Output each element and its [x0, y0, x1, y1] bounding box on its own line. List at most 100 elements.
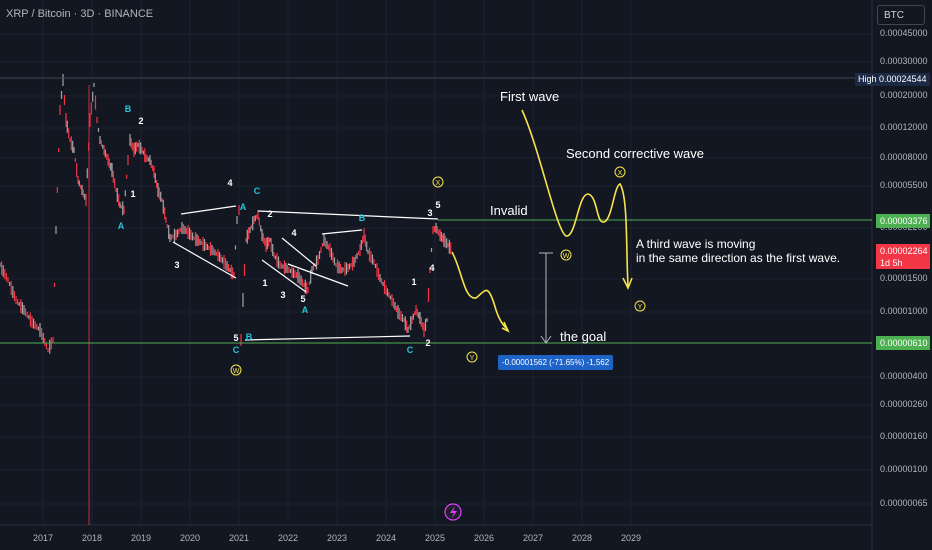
symbol-title[interactable]: XRP / Bitcoin · 3D · BINANCE: [6, 8, 154, 20]
lightning-glyph: [450, 506, 457, 519]
time-tick-label: 2019: [131, 533, 152, 543]
wave-label: B: [359, 213, 366, 223]
time-tick-label: 2029: [621, 533, 642, 543]
price-tick-label: 0.00020000: [880, 90, 928, 100]
circled-text: W: [233, 368, 240, 375]
wave-label: 2: [138, 116, 143, 126]
wave-label: 5: [300, 294, 305, 304]
high-label: High: [855, 73, 880, 86]
price-tick-label: 0.00000065: [880, 498, 928, 508]
price-tick-label: 0.00000260: [880, 399, 928, 409]
price-tick-label: 0.00000160: [880, 431, 928, 441]
circle-mark: [560, 249, 572, 261]
countdown-tag: 1d 5h: [876, 257, 930, 269]
time-tick-label: 2025: [425, 533, 446, 543]
wave-label: A: [302, 305, 309, 315]
trend-line: [244, 335, 411, 341]
candles: [0, 74, 452, 525]
circle-mark: [230, 364, 242, 376]
wave-label: 2: [425, 338, 430, 348]
price-tick-label: 0.00012000: [880, 122, 928, 132]
trend-line: [261, 259, 307, 293]
invalid-level-tag: 0.00003376: [876, 214, 930, 228]
wave-label: C: [407, 345, 414, 355]
circled-wave-label: X: [432, 176, 444, 188]
wave-label: A: [240, 202, 247, 212]
price-tick-label: 0.00001000: [880, 306, 928, 316]
wave-label: 4: [291, 228, 296, 238]
trend-line: [180, 205, 237, 215]
price-tick-label: 0.00000100: [880, 464, 928, 474]
trend-line: [257, 210, 439, 220]
circle-mark: [466, 351, 478, 363]
circled-text: X: [436, 180, 441, 187]
wave-label: 1: [262, 278, 267, 288]
time-tick-label: 2021: [229, 533, 250, 543]
wave-label: 4: [429, 263, 434, 273]
price-tick-label: 0.00005500: [880, 180, 928, 190]
wave-path: [521, 109, 629, 287]
wave-label: 1: [411, 277, 416, 287]
wave-label: 2: [267, 209, 272, 219]
goal-note: the goal: [560, 329, 607, 344]
wave-label: A: [118, 221, 125, 231]
lightning-icon: [444, 503, 462, 521]
trend-line: [321, 229, 363, 235]
time-tick-label: 2026: [474, 533, 495, 543]
wave-label: B: [246, 332, 253, 342]
time-tick-label: 2020: [180, 533, 201, 543]
time-tick-label: 2027: [523, 533, 544, 543]
high-value: 0.00024544: [876, 73, 930, 86]
trend-line: [172, 241, 237, 279]
wave-label: B: [125, 104, 132, 114]
grid-lines: [0, 0, 873, 550]
price-tick-label: 0.00000400: [880, 371, 928, 381]
price-tick-label: 0.00045000: [880, 28, 928, 38]
time-tick-label: 2028: [572, 533, 593, 543]
time-tick-label: 2023: [327, 533, 348, 543]
projection-arrowhead: [501, 321, 510, 333]
circled-wave-label: W: [230, 364, 242, 376]
price-tick-label: 0.00008000: [880, 152, 928, 162]
measure-arrow: [540, 335, 552, 344]
circled-text: X: [618, 170, 623, 177]
circled-wave-label: W: [560, 249, 572, 261]
measure-box[interactable]: -0.00001562 (-71.65%) -1,562: [498, 355, 614, 370]
circle-mark: [614, 166, 626, 178]
wave-label: C: [233, 345, 240, 355]
circle-mark: [634, 300, 646, 312]
wave-label: C: [254, 186, 261, 196]
invalid-note: Invalid: [490, 203, 528, 218]
wave-label: 3: [174, 260, 179, 270]
currency-button[interactable]: BTC: [877, 5, 925, 25]
circled-text: W: [563, 253, 570, 260]
price-tick-label: 0.00030000: [880, 56, 928, 66]
wave-label: 1: [130, 189, 135, 199]
wave-arrowhead: [622, 277, 633, 290]
first-wave-note: First wave: [500, 89, 560, 104]
circle-mark: [432, 176, 444, 188]
current-price-tag: 0.00002264: [876, 244, 930, 258]
projection-arrow: [451, 251, 509, 331]
third-wave-note-1: A third wave is moving: [636, 237, 756, 251]
price-tick-label: 0.00001500: [880, 273, 928, 283]
wave-label: 3: [427, 208, 432, 218]
time-tick-label: 2018: [82, 533, 103, 543]
circled-wave-label: Y: [634, 300, 646, 312]
wave-label: 4: [227, 178, 232, 188]
goal-level-tag: 0.00000610: [876, 336, 930, 350]
time-tick-label: 2024: [376, 533, 397, 543]
circled-text: Y: [470, 355, 475, 362]
third-wave-note-2: in the same direction as the first wave.: [636, 251, 841, 265]
wave-label: 5: [435, 200, 440, 210]
time-tick-label: 2017: [33, 533, 54, 543]
circled-text: Y: [638, 304, 643, 311]
trend-line: [281, 237, 317, 267]
wave-label: 3: [280, 290, 285, 300]
circled-wave-label: X: [614, 166, 626, 178]
second-wave-note: Second corrective wave: [566, 146, 705, 161]
trend-line: [287, 263, 349, 287]
time-tick-label: 2022: [278, 533, 299, 543]
